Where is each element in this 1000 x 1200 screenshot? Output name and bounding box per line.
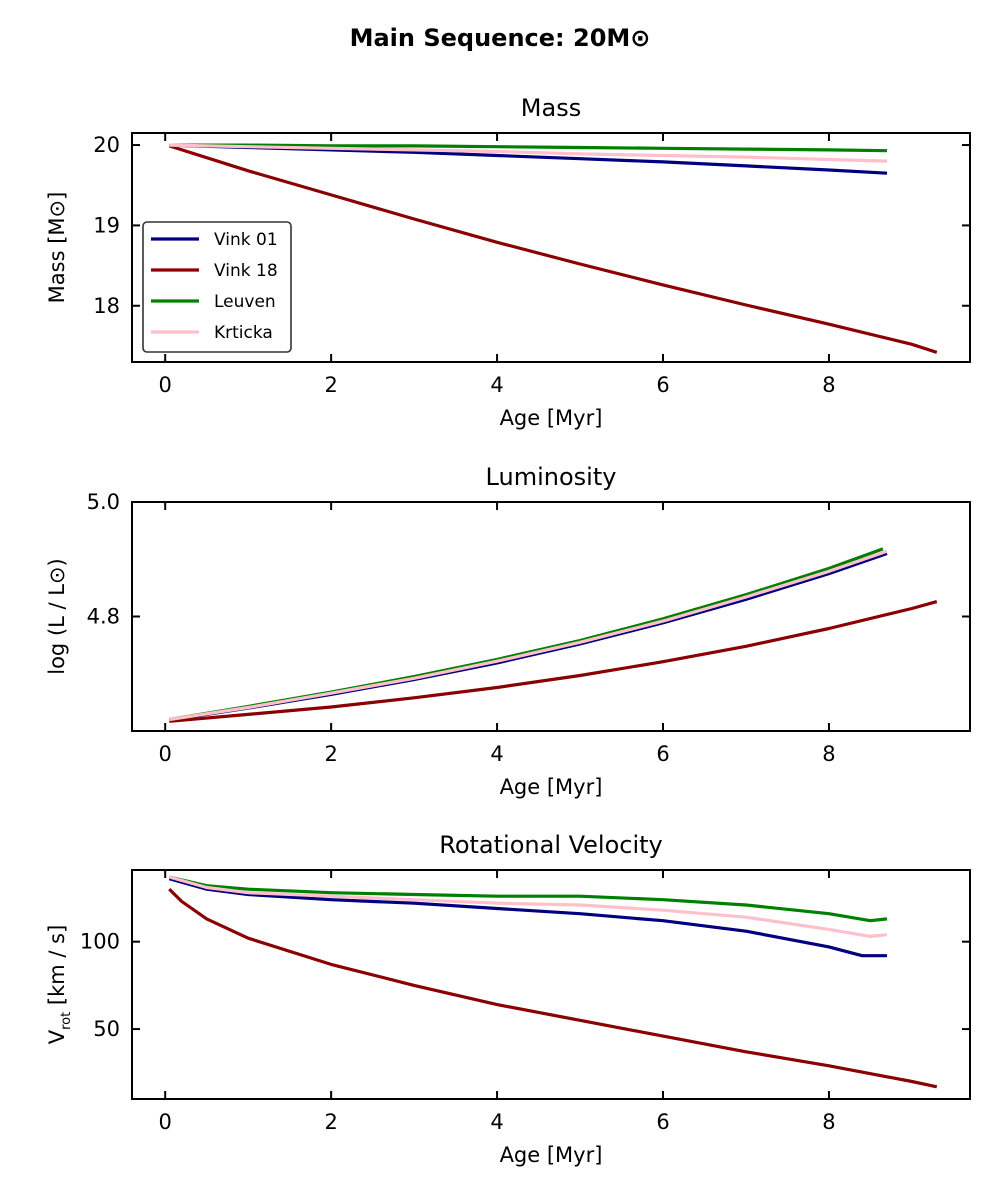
legend-label: Vink 18 — [214, 261, 278, 281]
series-line-vink-18 — [168, 144, 938, 354]
y-axis-label-main: V — [45, 1029, 69, 1044]
series-line-leuven — [169, 143, 888, 153]
x-tick-label: 6 — [656, 373, 669, 397]
axes-frame — [131, 501, 971, 732]
y-tick-label: 50 — [93, 1017, 120, 1041]
x-tick-label: 2 — [324, 373, 337, 397]
y-axis-label: log (L / L⊙) — [45, 558, 69, 675]
figure-suptitle: Main Sequence: 20M⊙ — [350, 24, 651, 52]
x-tick-label: 0 — [159, 1110, 172, 1134]
y-tick-label: 4.8 — [87, 605, 120, 629]
panel-title: Luminosity — [486, 463, 617, 491]
legend-label: Krticka — [214, 323, 273, 343]
series-line-krticka — [168, 875, 888, 938]
y-tick-label: 20 — [93, 133, 120, 157]
y-tick-label: 18 — [93, 294, 120, 318]
panel-3: Rotational Velocity 0 2 4 6 8 50 100 Age [Myr] Vr… — [45, 831, 971, 1167]
x-axis-label: Age [Myr] — [500, 1143, 603, 1167]
x-tick-label: 2 — [324, 742, 337, 766]
axes-frame — [131, 869, 971, 1100]
y-tick-label: 19 — [93, 213, 120, 237]
y-axis-label: Mass [M⊙] — [45, 192, 69, 304]
panel-1: Mass 0 2 4 6 8 18 19 20 Age [Myr] Mass [M⊙] Vink 01… — [45, 94, 971, 430]
panel-2: Luminosity 0 2 4 6 8 4.8 5.0 Age [Myr] log (L / L… — [45, 463, 971, 799]
x-axis-label: Age [Myr] — [500, 775, 603, 799]
x-tick-label: 8 — [822, 1110, 835, 1134]
y-tick-label: 100 — [80, 930, 120, 954]
legend-label: Vink 01 — [214, 230, 278, 250]
legend: Vink 01 Vink 18 Leuven Krticka — [142, 221, 292, 353]
series-line-krticka — [169, 549, 888, 722]
x-tick-label: 8 — [822, 373, 835, 397]
y-tick-label: 5.0 — [87, 490, 120, 514]
x-tick-label: 8 — [822, 742, 835, 766]
y-axis-label-units: [km / s] — [45, 925, 69, 1012]
series-line-vink-01 — [169, 551, 888, 722]
panel-title: Rotational Velocity — [439, 831, 663, 859]
legend-box — [142, 221, 292, 353]
panel-title: Mass — [521, 94, 581, 122]
x-tick-label: 0 — [159, 742, 172, 766]
series-line-vink-18 — [168, 888, 938, 1089]
series-line-leuven — [169, 547, 884, 722]
x-tick-label: 6 — [656, 742, 669, 766]
x-axis-label: Age [Myr] — [500, 406, 603, 430]
axes-frame — [131, 132, 971, 363]
series-line-vink-18 — [169, 600, 938, 723]
x-tick-label: 4 — [490, 742, 503, 766]
legend-label: Leuven — [214, 292, 276, 312]
x-tick-label: 4 — [490, 1110, 503, 1134]
x-tick-label: 2 — [324, 1110, 337, 1134]
x-tick-label: 6 — [656, 1110, 669, 1134]
series-line-vink-01 — [168, 877, 887, 958]
y-axis-label-subscript: rot — [59, 1012, 74, 1030]
series-line-krticka — [169, 143, 888, 163]
y-axis-label: Vrot [km / s] — [45, 925, 74, 1045]
series-line-leuven — [168, 875, 888, 923]
x-tick-label: 0 — [159, 373, 172, 397]
x-tick-label: 4 — [490, 373, 503, 397]
